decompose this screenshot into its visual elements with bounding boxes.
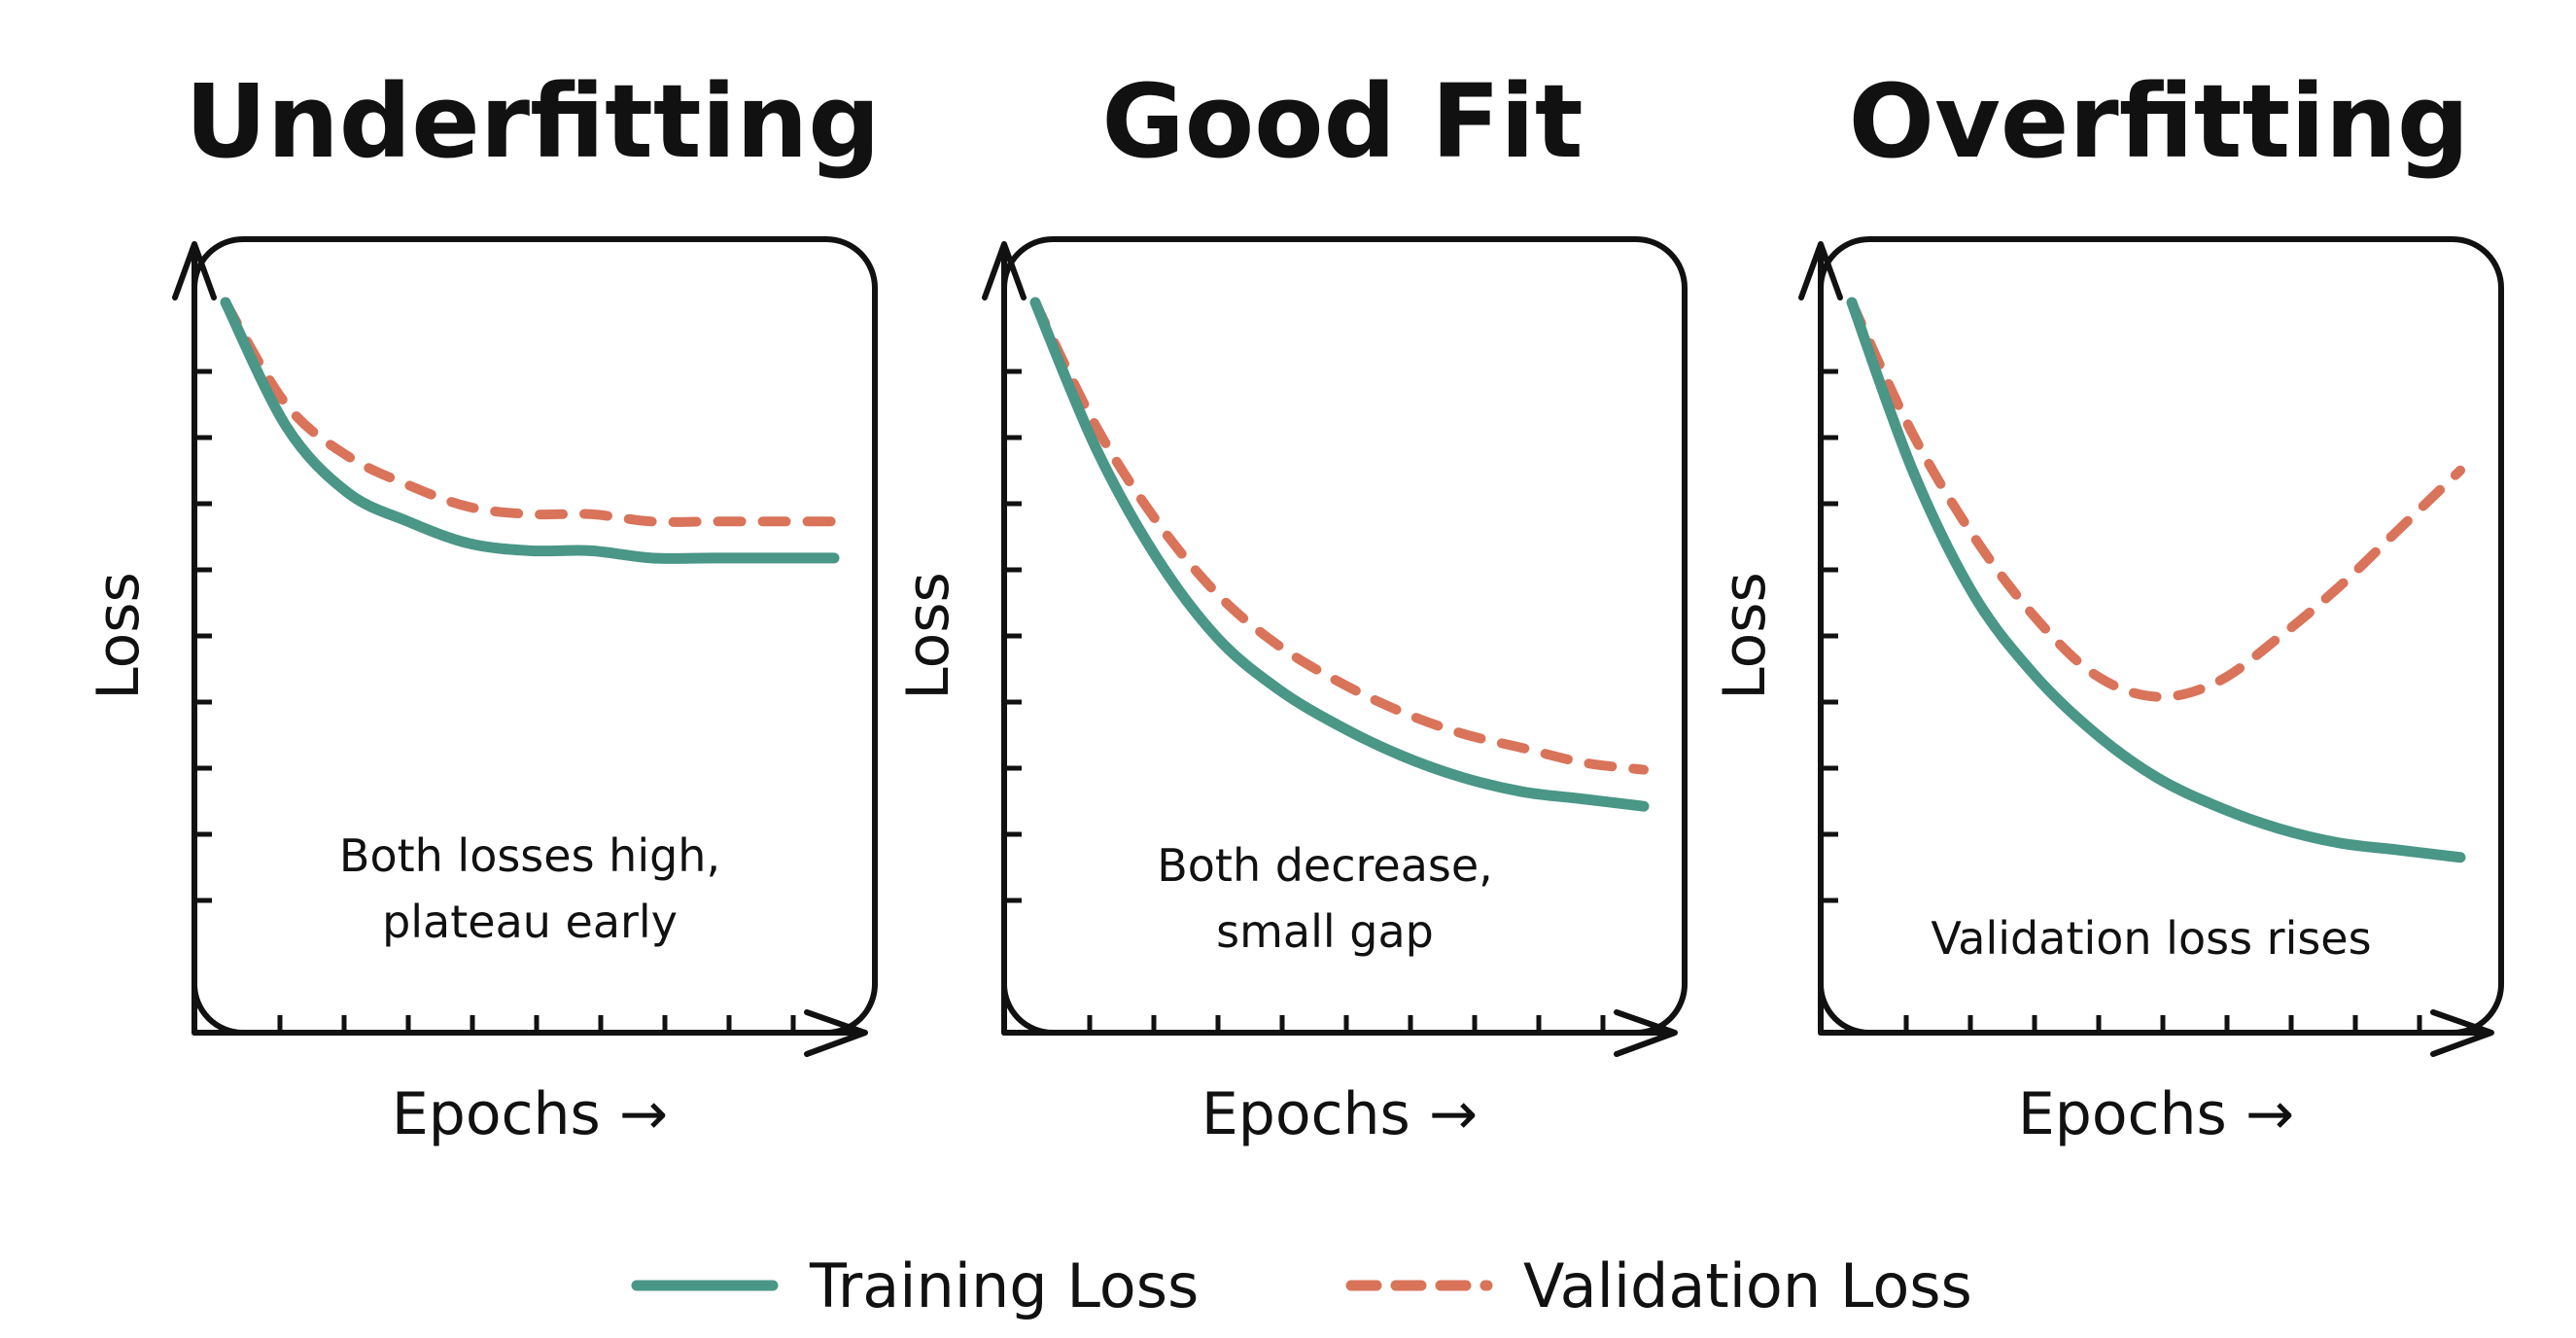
panel-underfitting: Underfitting Loss Epochs → Both losses h… [85, 62, 881, 1148]
panel-title: Overfitting [1849, 62, 2470, 181]
validation-loss-line [1847, 298, 2465, 702]
y-axis-label: Loss [894, 572, 962, 700]
annotation-line-2: small gap [1216, 905, 1434, 958]
y-axis-arrow [172, 241, 217, 1036]
training-loss-line [1029, 297, 1650, 812]
legend-validation-label: Validation Loss [1523, 1250, 1972, 1321]
x-axis-label: Epochs → [392, 1080, 668, 1148]
curves [1846, 297, 2466, 863]
curves [1029, 297, 1650, 812]
annotation-line-1: Both losses high, [339, 829, 720, 882]
y-axis-label: Loss [1711, 572, 1779, 700]
training-loss-line [220, 297, 840, 564]
x-axis-label: Epochs → [2018, 1080, 2294, 1148]
legend-training-label: Training Loss [809, 1250, 1199, 1321]
y-axis-arrow [1798, 241, 1843, 1036]
x-axis-label: Epochs → [1201, 1080, 1478, 1148]
x-axis-arrow [1818, 1009, 2494, 1057]
annotation-line-1: Validation loss rises [1931, 912, 2371, 965]
annotation-line-1: Both decrease, [1157, 839, 1493, 892]
panel-title: Good Fit [1101, 62, 1583, 181]
annotation-line-2: plateau early [382, 896, 678, 948]
panel-overfitting: Overfitting Loss Epochs → Validation los… [1711, 62, 2504, 1148]
validation-loss-line [221, 298, 839, 527]
y-axis-label: Loss [85, 572, 153, 700]
panel-title: Underfitting [185, 62, 880, 181]
training-loss-line [1846, 297, 2466, 863]
panel-good-fit: Good Fit Loss Epochs → Both decrease, sm… [894, 62, 1688, 1148]
x-axis-arrow [191, 1009, 868, 1057]
y-axis-arrow [982, 241, 1027, 1036]
legend: Training Loss Validation Loss [631, 1250, 1972, 1321]
x-axis-arrow [1001, 1009, 1678, 1057]
curves [220, 297, 840, 564]
validation-loss-line [1030, 298, 1649, 775]
